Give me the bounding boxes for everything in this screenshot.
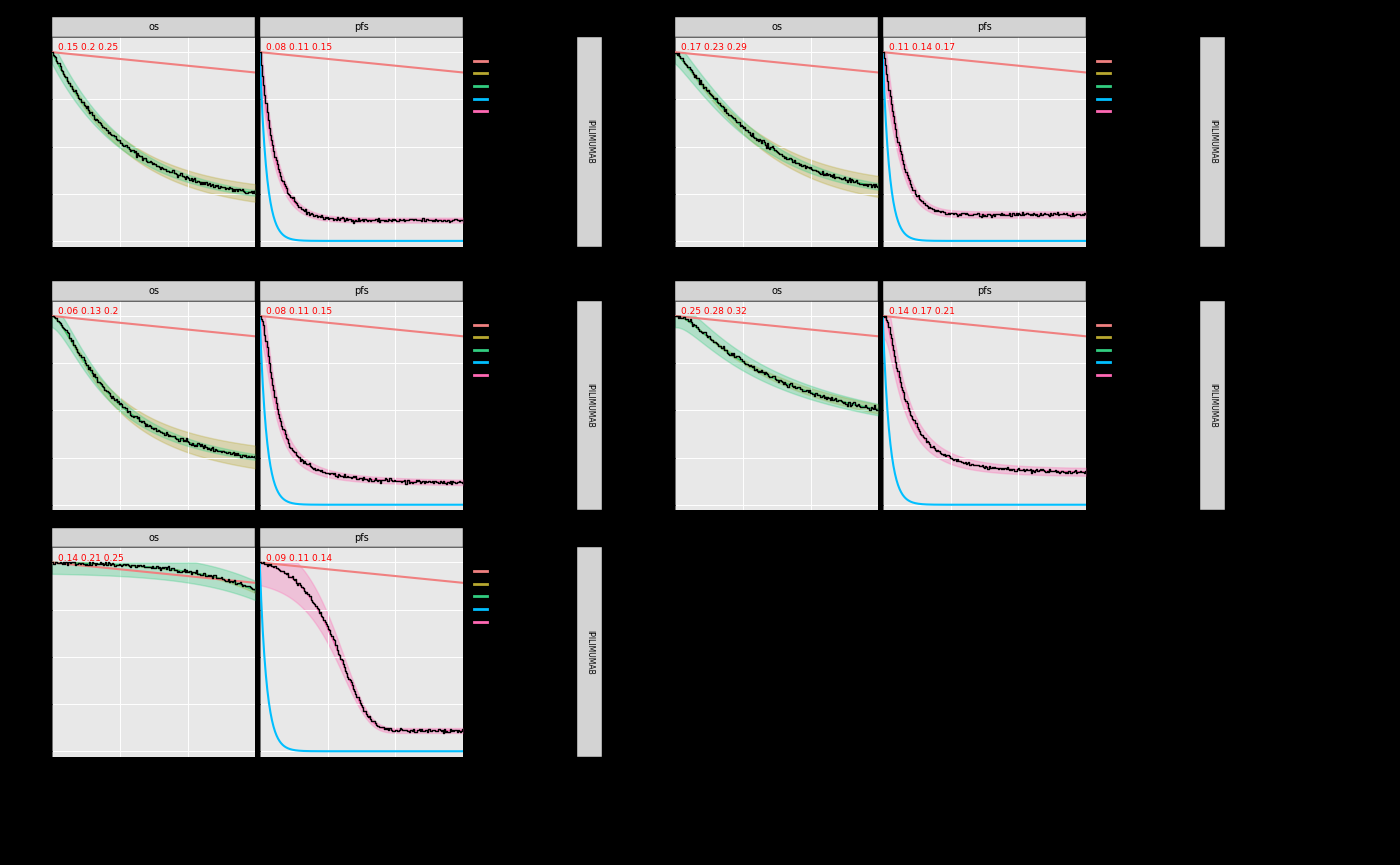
Legend: S_bg, S_os, S_os_pred, S_pfs, S_pfs_pred: S_bg, S_os, S_os_pred, S_pfs, S_pfs_pred bbox=[472, 42, 546, 119]
Text: pfs: pfs bbox=[977, 286, 993, 296]
Text: 0.08 0.11 0.15: 0.08 0.11 0.15 bbox=[266, 43, 332, 52]
Y-axis label: Survival: Survival bbox=[8, 386, 18, 426]
Y-axis label: Survival: Survival bbox=[631, 386, 641, 426]
X-axis label: month: month bbox=[760, 271, 792, 281]
Text: 0.11 0.14 0.17: 0.11 0.14 0.17 bbox=[889, 43, 955, 52]
Text: 0.06 0.13 0.2: 0.06 0.13 0.2 bbox=[57, 307, 118, 316]
Text: os: os bbox=[771, 286, 783, 296]
X-axis label: month: month bbox=[969, 271, 1001, 281]
X-axis label: month: month bbox=[137, 535, 169, 545]
Text: 0.15 0.2 0.25: 0.15 0.2 0.25 bbox=[57, 43, 118, 52]
Text: pfs: pfs bbox=[977, 22, 993, 32]
X-axis label: month: month bbox=[137, 271, 169, 281]
Text: 0.17 0.23 0.29: 0.17 0.23 0.29 bbox=[680, 43, 746, 52]
Legend: S_bg, S_os, S_os_pred, S_pfs, S_pfs_pred: S_bg, S_os, S_os_pred, S_pfs, S_pfs_pred bbox=[472, 305, 546, 382]
Text: b): b) bbox=[22, 281, 42, 299]
Legend: S_bg, S_os, S_os_pred, S_pfs, S_pfs_pred: S_bg, S_os, S_os_pred, S_pfs, S_pfs_pred bbox=[472, 552, 546, 629]
Legend: S_bg, S_os, S_os_pred, S_pfs, S_pfs_pred: S_bg, S_os, S_os_pred, S_pfs, S_pfs_pred bbox=[1095, 42, 1169, 119]
Text: os: os bbox=[771, 22, 783, 32]
Text: e): e) bbox=[645, 281, 664, 299]
Y-axis label: Survival: Survival bbox=[631, 122, 641, 162]
X-axis label: month: month bbox=[346, 535, 378, 545]
Text: 0.14 0.17 0.21: 0.14 0.17 0.21 bbox=[889, 307, 955, 316]
Y-axis label: Survival: Survival bbox=[8, 632, 18, 672]
Text: d): d) bbox=[645, 17, 665, 35]
Legend: S_bg, S_os, S_os_pred, S_pfs, S_pfs_pred: S_bg, S_os, S_os_pred, S_pfs, S_pfs_pred bbox=[1095, 305, 1169, 382]
Text: c): c) bbox=[22, 528, 39, 546]
X-axis label: month: month bbox=[969, 535, 1001, 545]
Text: os: os bbox=[148, 22, 160, 32]
Text: IPILIMUMAB: IPILIMUMAB bbox=[585, 383, 594, 428]
Text: IPILIMUMAB: IPILIMUMAB bbox=[585, 119, 594, 164]
Y-axis label: Survival: Survival bbox=[8, 122, 18, 162]
Text: pfs: pfs bbox=[354, 22, 370, 32]
Text: 0.14 0.21 0.25: 0.14 0.21 0.25 bbox=[57, 554, 123, 562]
Text: os: os bbox=[148, 286, 160, 296]
X-axis label: month: month bbox=[760, 535, 792, 545]
Text: IPILIMUMAB: IPILIMUMAB bbox=[1208, 383, 1217, 428]
Text: pfs: pfs bbox=[354, 286, 370, 296]
Text: pfs: pfs bbox=[354, 533, 370, 542]
X-axis label: month: month bbox=[137, 781, 169, 791]
X-axis label: month: month bbox=[346, 271, 378, 281]
X-axis label: month: month bbox=[346, 781, 378, 791]
Text: os: os bbox=[148, 533, 160, 542]
Text: a): a) bbox=[22, 17, 41, 35]
Text: 0.09 0.11 0.14: 0.09 0.11 0.14 bbox=[266, 554, 332, 562]
Text: 0.08 0.11 0.15: 0.08 0.11 0.15 bbox=[266, 307, 332, 316]
Text: IPILIMUMAB: IPILIMUMAB bbox=[1208, 119, 1217, 164]
Text: IPILIMUMAB: IPILIMUMAB bbox=[585, 630, 594, 675]
Text: 0.25 0.28 0.32: 0.25 0.28 0.32 bbox=[680, 307, 746, 316]
